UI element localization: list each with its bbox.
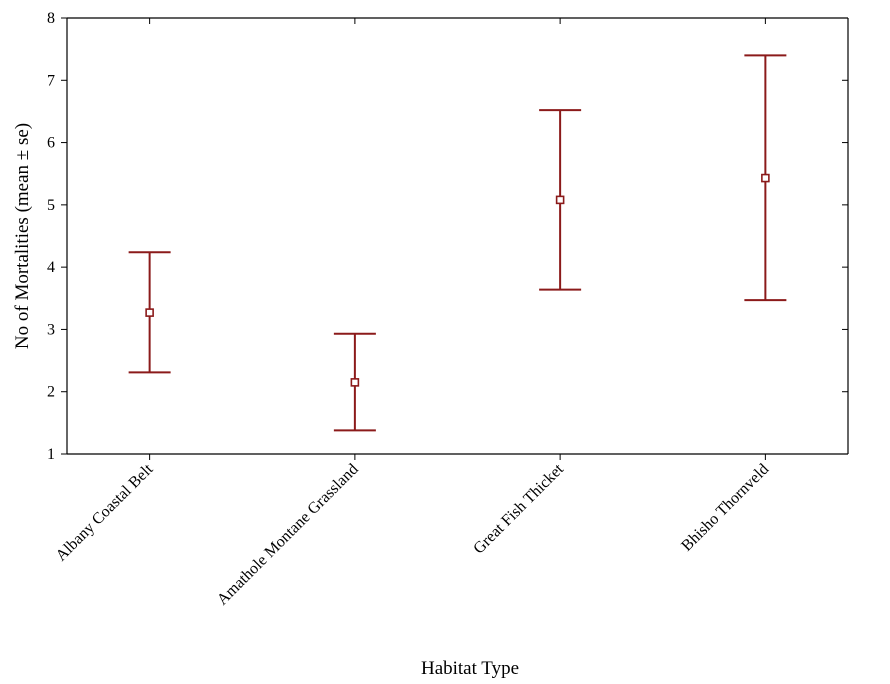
- y-tick-label: 4: [47, 259, 55, 276]
- y-tick-label: 5: [47, 197, 55, 214]
- y-tick-label: 7: [47, 72, 55, 89]
- mean-marker: [350, 378, 360, 387]
- y-tick-label: 8: [47, 10, 55, 27]
- x-axis-title: Habitat Type: [421, 658, 519, 679]
- x-tick-label: Amathole Montane Grassland: [214, 461, 362, 609]
- y-tick-label: 6: [47, 135, 55, 152]
- y-tick-label: 2: [47, 384, 55, 401]
- x-tick-label: Great Fish Thicket: [470, 460, 567, 557]
- x-tick-label: Albany Coastal Belt: [53, 460, 157, 564]
- mean-marker: [145, 308, 154, 317]
- y-tick-label: 1: [47, 446, 55, 463]
- y-axis-title: No of Mortalities (mean ± se): [12, 123, 33, 349]
- x-tick-label: Bhisho Thornveld: [678, 461, 772, 555]
- y-axis-ticks: 1 2 3 4 5 6 7 8: [47, 10, 848, 463]
- mean-marker: [761, 173, 770, 183]
- x-axis-ticks: Albany Coastal Belt Amathole Montane Gras…: [53, 18, 772, 609]
- mean-marker: [555, 195, 565, 205]
- error-bars: [128, 54, 787, 432]
- y-tick-label: 3: [47, 321, 55, 338]
